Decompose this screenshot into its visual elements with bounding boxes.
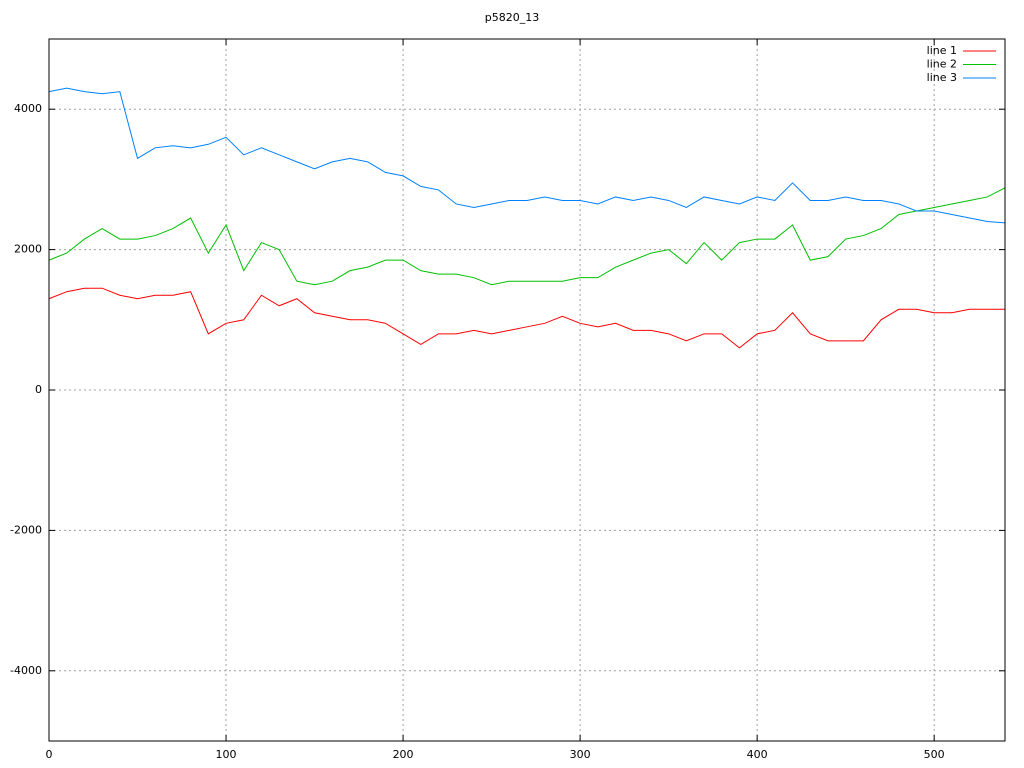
y-tick-label: -4000 [10, 664, 42, 677]
y-tick-label: 4000 [14, 102, 42, 115]
x-tick-label: 400 [747, 748, 768, 761]
x-tick-label: 100 [216, 748, 237, 761]
y-tick-label: -2000 [10, 523, 42, 536]
plot-border [48, 38, 1006, 742]
y-tick-label: 0 [35, 383, 42, 396]
x-tick-label: 300 [570, 748, 591, 761]
legend-label: line 3 [927, 71, 957, 84]
series-line [48, 187, 1006, 286]
series-line [48, 87, 1006, 224]
chart-title: p5820_13 [485, 11, 539, 24]
x-tick-label: 200 [393, 748, 414, 761]
legend-label: line 1 [927, 44, 957, 57]
y-tick-label: 2000 [14, 243, 42, 256]
x-tick-label: 0 [46, 748, 53, 761]
x-tick-label: 500 [924, 748, 945, 761]
series-line [48, 287, 1005, 349]
legend-label: line 2 [927, 58, 957, 71]
